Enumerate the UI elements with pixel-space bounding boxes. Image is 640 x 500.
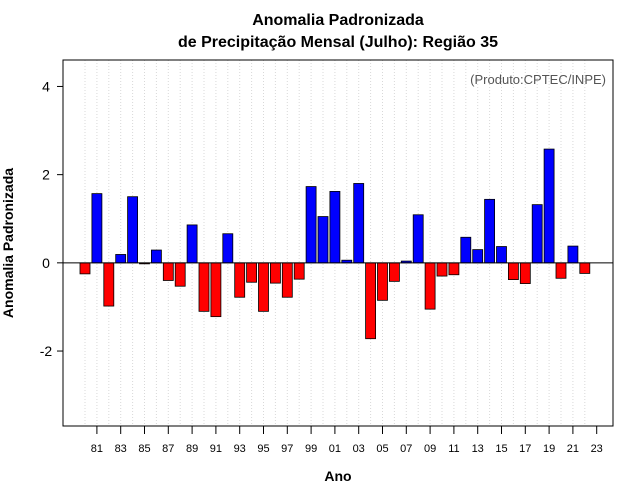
bar-1993 <box>234 262 246 298</box>
x-tick-label: 95 <box>257 443 269 455</box>
x-tick-label: 87 <box>162 443 174 455</box>
chart-title-line2: de Precipitação Mensal (Julho): Região 3… <box>178 34 498 51</box>
bar-1987 <box>162 262 174 281</box>
x-tick-label: 05 <box>376 443 388 455</box>
bar-1989 <box>186 224 198 264</box>
bar-2010 <box>436 262 448 277</box>
bar-1988 <box>174 262 186 287</box>
credit-text: (Produto:CPTEC/INPE) <box>470 72 606 87</box>
plot-frame <box>62 59 614 427</box>
chart-title-line1: Anomalia Padronizada <box>252 12 424 29</box>
bar-2013 <box>472 249 484 264</box>
bar-2009 <box>424 262 436 310</box>
x-tick-label: 17 <box>519 443 531 455</box>
bar-2004 <box>365 262 377 340</box>
y-tick-label: 4 <box>42 78 50 94</box>
bar-1984 <box>127 196 138 264</box>
x-tick-label: 11 <box>448 443 459 455</box>
bar-2005 <box>377 262 388 301</box>
bar-1995 <box>258 262 269 312</box>
bar-2000 <box>317 216 329 264</box>
bar-2014 <box>484 198 496 264</box>
bar-1996 <box>269 262 281 284</box>
bar-2022 <box>579 262 591 274</box>
x-tick-label: 07 <box>400 443 412 455</box>
bar-2006 <box>388 262 400 282</box>
x-tick-label: 93 <box>234 443 246 455</box>
axes: -2 0 2 4 81 83 85 87 89 91 93 95 97 99 01 03 05 07 09 11 13 1… <box>40 59 614 455</box>
bar-1986 <box>150 249 162 264</box>
bar-1991 <box>210 262 222 318</box>
bar-2018 <box>531 204 543 264</box>
x-tick-label: 97 <box>281 443 293 455</box>
x-tick-label: 19 <box>543 443 555 455</box>
bar-2012 <box>460 236 472 264</box>
bar-2016 <box>507 262 519 281</box>
bar-1983 <box>115 254 127 264</box>
bar-2017 <box>519 262 531 284</box>
x-tick-label: 21 <box>567 443 579 455</box>
y-tick-label: 0 <box>42 255 50 271</box>
bar-2015 <box>496 246 507 264</box>
x-tick-label: 91 <box>210 443 222 455</box>
bar-1994 <box>246 262 258 283</box>
x-tick-label: 09 <box>424 443 436 455</box>
x-tick-label: 85 <box>138 443 150 455</box>
x-tick-label: 13 <box>472 443 484 455</box>
y-tick-label: -2 <box>40 343 53 359</box>
bar-1980 <box>79 262 91 275</box>
bar-1982 <box>103 262 115 307</box>
bar-2011 <box>448 262 460 276</box>
bar-1997 <box>281 262 293 298</box>
bar-2008 <box>412 214 424 264</box>
bar-2021 <box>567 245 579 264</box>
x-axis-title: Ano <box>324 468 351 484</box>
y-axis-title: Anomalia Padronizada <box>0 168 16 318</box>
x-tick-label: 89 <box>186 443 198 455</box>
x-tick-label: 83 <box>115 443 127 455</box>
x-tick-label: 99 <box>305 443 317 455</box>
bar-2019 <box>543 148 555 264</box>
bar-2003 <box>353 183 365 264</box>
x-tick-label: 81 <box>91 443 103 455</box>
bar-2020 <box>555 262 567 279</box>
x-tick-label: 03 <box>353 443 365 455</box>
bar-1999 <box>305 186 317 264</box>
x-tick-label: 15 <box>495 443 507 455</box>
y-tick-label: 2 <box>42 167 50 183</box>
bar-1998 <box>293 262 305 280</box>
x-tick-label: 01 <box>329 443 341 455</box>
bar-1990 <box>198 262 210 312</box>
bar-1992 <box>222 233 234 264</box>
bars <box>79 148 591 340</box>
x-tick-label: 23 <box>591 443 603 455</box>
bar-1981 <box>91 193 103 264</box>
bar-2001 <box>329 191 341 264</box>
